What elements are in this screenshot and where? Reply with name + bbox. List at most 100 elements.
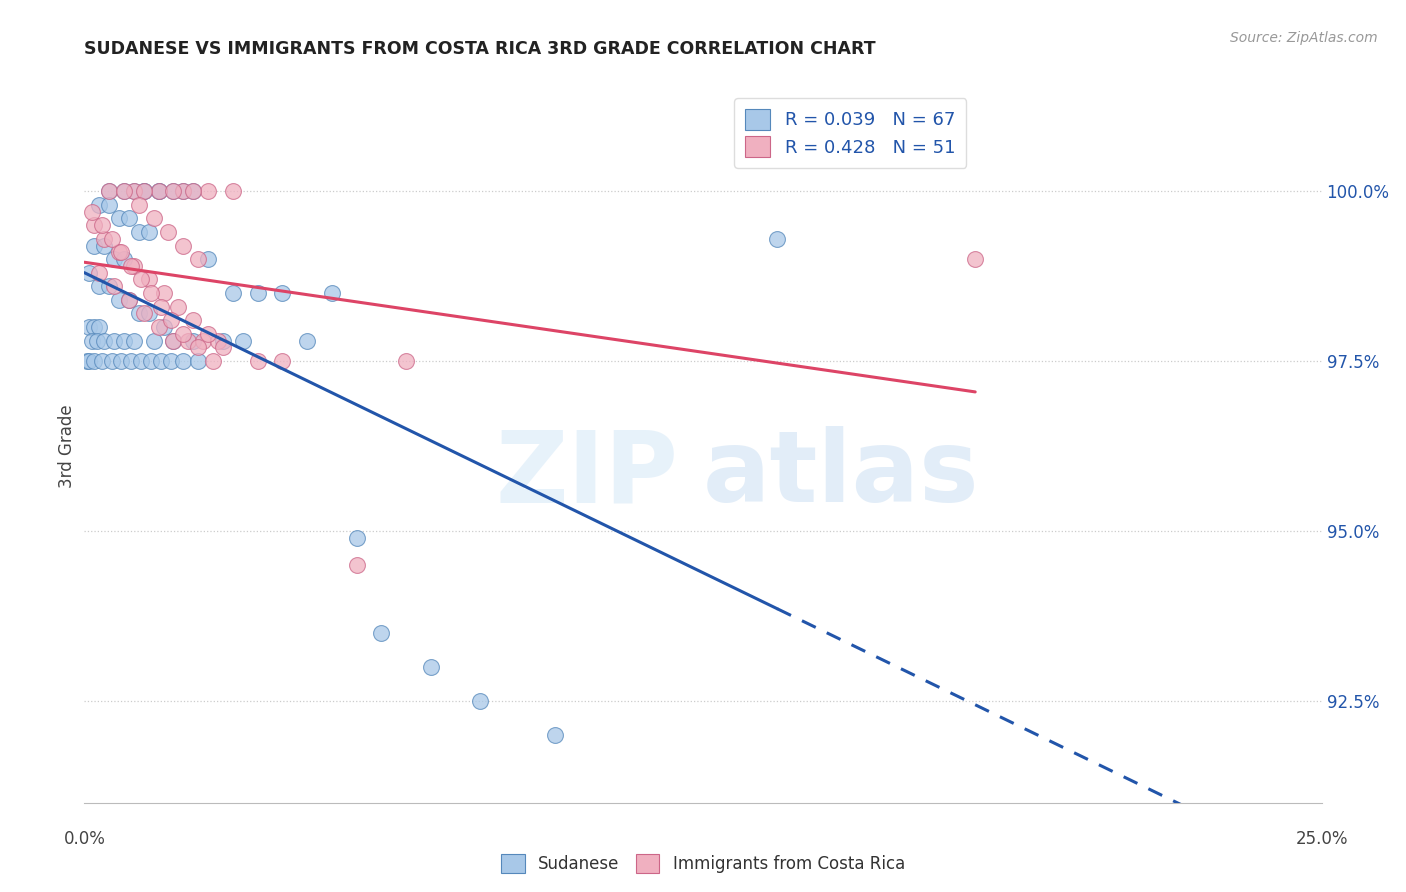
Point bbox=[965, 252, 987, 266]
Point bbox=[152, 320, 174, 334]
Point bbox=[110, 245, 132, 260]
Text: SUDANESE VS IMMIGRANTS FROM COSTA RICA 3RD GRADE CORRELATION CHART: SUDANESE VS IMMIGRANTS FROM COSTA RICA 3… bbox=[84, 40, 876, 58]
Point bbox=[108, 293, 131, 307]
Text: 25.0%: 25.0% bbox=[1295, 830, 1348, 848]
Point bbox=[83, 320, 105, 334]
Point bbox=[120, 259, 142, 273]
Point bbox=[76, 354, 98, 368]
Point bbox=[419, 660, 441, 674]
Point bbox=[132, 184, 155, 198]
Point bbox=[89, 320, 111, 334]
Point bbox=[162, 184, 184, 198]
Point bbox=[172, 238, 194, 252]
Point bbox=[138, 225, 160, 239]
Point bbox=[150, 354, 173, 368]
Point bbox=[129, 272, 152, 286]
Point bbox=[90, 354, 112, 368]
Point bbox=[89, 266, 111, 280]
Point bbox=[98, 279, 121, 293]
Point bbox=[197, 184, 219, 198]
Point bbox=[79, 266, 101, 280]
Point bbox=[160, 354, 183, 368]
Point bbox=[120, 354, 142, 368]
Point bbox=[181, 184, 204, 198]
Text: ZIP: ZIP bbox=[495, 426, 678, 523]
Point bbox=[222, 184, 245, 198]
Point bbox=[181, 184, 204, 198]
Point bbox=[191, 334, 214, 348]
Point bbox=[207, 334, 229, 348]
Point bbox=[138, 272, 160, 286]
Point bbox=[112, 184, 135, 198]
Point bbox=[132, 184, 155, 198]
Text: 0.0%: 0.0% bbox=[63, 830, 105, 848]
Point bbox=[98, 184, 121, 198]
Point bbox=[83, 238, 105, 252]
Y-axis label: 3rd Grade: 3rd Grade bbox=[58, 404, 76, 488]
Point bbox=[122, 184, 145, 198]
Point bbox=[187, 354, 209, 368]
Point bbox=[79, 354, 101, 368]
Point bbox=[100, 232, 122, 246]
Point bbox=[128, 198, 150, 212]
Point bbox=[346, 558, 368, 572]
Point bbox=[370, 626, 392, 640]
Point bbox=[118, 211, 141, 226]
Point bbox=[766, 232, 789, 246]
Text: Source: ZipAtlas.com: Source: ZipAtlas.com bbox=[1230, 31, 1378, 45]
Point bbox=[181, 334, 204, 348]
Point bbox=[543, 728, 565, 742]
Point bbox=[98, 198, 121, 212]
Point bbox=[142, 334, 165, 348]
Point bbox=[110, 354, 132, 368]
Point bbox=[395, 354, 418, 368]
Point bbox=[187, 341, 209, 355]
Point bbox=[128, 225, 150, 239]
Point bbox=[112, 334, 135, 348]
Point bbox=[89, 279, 111, 293]
Point bbox=[148, 184, 170, 198]
Point bbox=[141, 354, 163, 368]
Point bbox=[162, 334, 184, 348]
Point bbox=[222, 286, 245, 301]
Point bbox=[295, 334, 318, 348]
Point bbox=[197, 326, 219, 341]
Point bbox=[90, 218, 112, 232]
Point bbox=[112, 252, 135, 266]
Point bbox=[148, 320, 170, 334]
Point bbox=[172, 354, 194, 368]
Point bbox=[80, 334, 103, 348]
Point bbox=[246, 354, 269, 368]
Point bbox=[150, 300, 173, 314]
Point bbox=[148, 184, 170, 198]
Point bbox=[172, 326, 194, 341]
Point bbox=[141, 286, 163, 301]
Point bbox=[212, 334, 235, 348]
Point bbox=[197, 252, 219, 266]
Point bbox=[103, 279, 125, 293]
Point bbox=[93, 232, 115, 246]
Point bbox=[89, 198, 111, 212]
Point bbox=[118, 293, 141, 307]
Point bbox=[142, 211, 165, 226]
Point bbox=[148, 184, 170, 198]
Point bbox=[103, 252, 125, 266]
Point bbox=[177, 334, 200, 348]
Point bbox=[132, 306, 155, 320]
Point bbox=[138, 306, 160, 320]
Point bbox=[100, 354, 122, 368]
Point bbox=[152, 286, 174, 301]
Point bbox=[122, 334, 145, 348]
Point bbox=[212, 341, 235, 355]
Point bbox=[122, 259, 145, 273]
Point bbox=[202, 354, 225, 368]
Point bbox=[172, 184, 194, 198]
Point bbox=[129, 354, 152, 368]
Point bbox=[79, 320, 101, 334]
Point bbox=[108, 211, 131, 226]
Point bbox=[346, 531, 368, 545]
Point bbox=[181, 313, 204, 327]
Point bbox=[187, 252, 209, 266]
Point bbox=[83, 218, 105, 232]
Point bbox=[167, 300, 190, 314]
